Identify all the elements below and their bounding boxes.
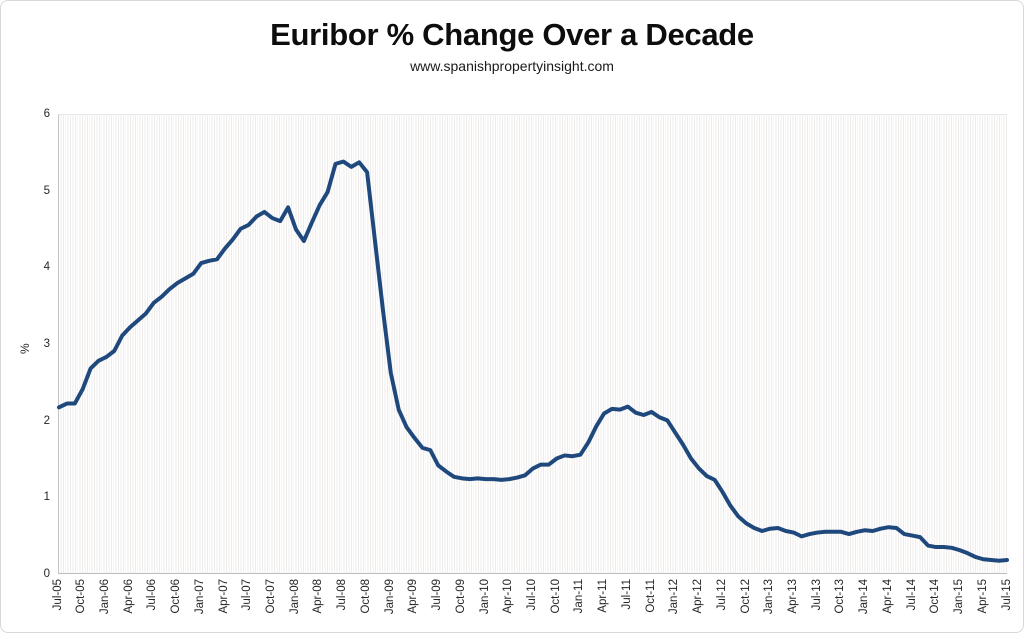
- x-tick-label: Oct-07: [265, 579, 278, 614]
- x-tick-label: Apr-12: [692, 579, 705, 614]
- x-tick-label: Oct-12: [739, 579, 752, 614]
- x-tick-label: Oct-08: [359, 579, 372, 614]
- x-tick-label: Apr-07: [217, 579, 230, 614]
- x-tick-label: Oct-14: [929, 579, 942, 614]
- x-tick-label: Jan-11: [573, 579, 586, 614]
- chart-title: Euribor % Change Over a Decade: [270, 17, 754, 52]
- x-tick-label: Jul-12: [715, 579, 728, 611]
- y-tick-label: 2: [43, 414, 50, 427]
- y-tick-label: 6: [43, 108, 50, 120]
- x-tick-label: Oct-10: [549, 579, 562, 614]
- x-tick-label: Jan-13: [763, 579, 776, 615]
- x-tick-label: Apr-11: [597, 579, 610, 613]
- x-tick-label: Apr-09: [407, 579, 420, 614]
- x-tick-label: Jan-06: [98, 579, 111, 615]
- x-tick-label: Jan-14: [858, 579, 871, 615]
- x-tick-label: Jan-07: [193, 579, 206, 615]
- x-tick-label: Jul-09: [431, 579, 444, 611]
- x-tick-label: Jul-06: [146, 579, 159, 611]
- x-tick-label: Apr-13: [786, 579, 799, 614]
- x-tick-label: Jul-05: [51, 579, 64, 611]
- x-tick-label: Jul-10: [526, 579, 538, 611]
- x-tick-label: Jul-15: [1000, 579, 1013, 611]
- euribor-line-series: [57, 159, 1009, 563]
- x-tick-label: Jul-08: [336, 579, 349, 611]
- x-tick-label: Jan-15: [953, 579, 966, 615]
- x-tick-label: Jul-07: [241, 579, 254, 611]
- x-tick-label: Apr-15: [976, 579, 989, 614]
- x-tick-label: Jul-11: [620, 579, 633, 610]
- x-tick-label: Apr-10: [502, 579, 515, 614]
- y-tick-label: 3: [43, 338, 50, 350]
- line-chart-svg: [57, 159, 1009, 563]
- x-tick-label: Jul-13: [810, 579, 823, 611]
- x-tick-label: Jan-12: [668, 579, 681, 615]
- x-tick-label: Oct-05: [75, 579, 88, 614]
- x-tick-label: Oct-13: [834, 579, 847, 614]
- x-tick-label: Oct-06: [170, 579, 183, 614]
- x-tick-label: Jan-09: [383, 579, 396, 615]
- y-tick-label: 4: [43, 261, 50, 274]
- x-tick-label: Oct-09: [454, 579, 467, 614]
- chart-subtitle: www.spanishpropertyinsight.com: [410, 58, 614, 74]
- y-tick-label: 5: [43, 184, 50, 197]
- x-tick-label: Oct-11: [644, 579, 657, 613]
- plot-area: [57, 114, 1009, 574]
- x-tick-label: Apr-14: [881, 579, 894, 614]
- y-tick-label: 0: [43, 568, 50, 580]
- x-tick-label: Jan-10: [478, 579, 491, 615]
- x-tick-label: Jul-14: [905, 579, 918, 611]
- x-tick-label: Apr-06: [122, 579, 135, 614]
- y-tick-label: 1: [43, 491, 50, 504]
- x-tick-label: Apr-08: [312, 579, 325, 614]
- x-tick-label: Jan-08: [288, 579, 301, 615]
